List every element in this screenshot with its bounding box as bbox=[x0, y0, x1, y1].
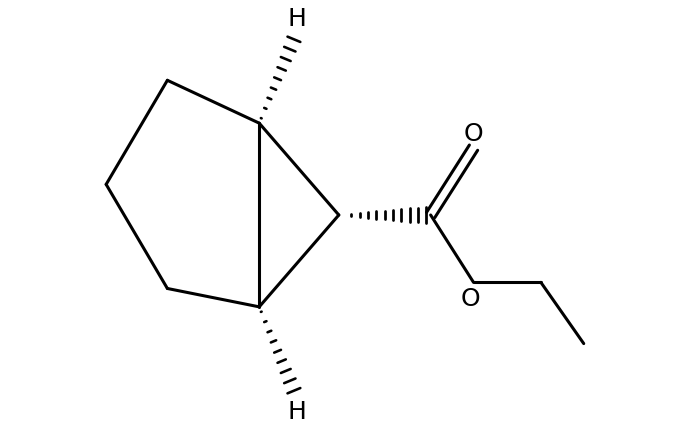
Text: O: O bbox=[461, 288, 480, 311]
Text: H: H bbox=[287, 400, 307, 424]
Text: O: O bbox=[464, 122, 483, 146]
Text: H: H bbox=[287, 7, 307, 31]
